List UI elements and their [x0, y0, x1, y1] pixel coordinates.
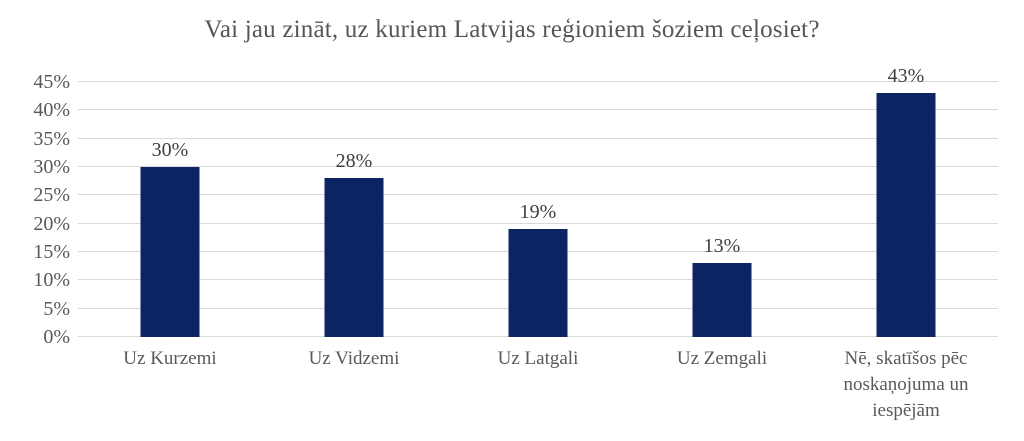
bar: [876, 93, 936, 337]
chart-title: Vai jau zināt, uz kuriem Latvijas reģion…: [204, 16, 820, 43]
gridline: [78, 109, 998, 111]
x-category-label: Uz Vidzemi: [308, 348, 400, 369]
x-category-label: Uz Kurzemi: [123, 348, 217, 369]
y-tick-label: 5%: [43, 297, 70, 320]
bar-slot: 30%: [78, 82, 262, 337]
y-tick-label: 15%: [33, 241, 70, 263]
y-tick-label: 0%: [43, 326, 70, 348]
bar: [140, 167, 200, 337]
y-tick-label: 30%: [33, 156, 70, 178]
bar-value-label: 13%: [703, 235, 741, 258]
bar-value-label: 30%: [151, 139, 189, 162]
y-axis: 0% 5% 10% 15% 20% 25% 30% 35% 40% 45%: [0, 72, 70, 347]
y-tick-label: 35%: [33, 127, 70, 150]
bar: [324, 178, 384, 337]
gridline: [78, 137, 998, 139]
x-category-label: Uz Latgali: [497, 348, 579, 369]
bar-slot: 43%: [814, 66, 998, 337]
x-category-label: Uz Zemgali: [676, 348, 768, 369]
bar-slot: 28%: [262, 82, 446, 337]
bar: [508, 229, 568, 337]
gridline: [78, 222, 998, 224]
bar-slot: 13%: [630, 82, 814, 337]
x-axis: Uz Kurzemi Uz Vidzemi Uz Latgali Uz Zemgali…: [78, 346, 998, 424]
y-tick-label: 25%: [33, 184, 70, 207]
plot-area: 30% 28% 19% 13% 43%: [78, 66, 998, 337]
y-tick-label: 10%: [33, 269, 70, 292]
gridline: [78, 166, 998, 167]
y-tick-label: 45%: [33, 71, 70, 93]
bar-value-label: 28%: [335, 150, 373, 173]
bar-slot: 19%: [446, 82, 630, 337]
y-tick-label: 40%: [33, 99, 70, 122]
y-tick-label: 20%: [33, 212, 70, 235]
bar-value-label: 43%: [887, 65, 925, 88]
bar: [692, 263, 752, 337]
bars: 30% 28% 19% 13% 43%: [78, 66, 998, 337]
x-category-label: Nē, skatīšos pēc noskaņojuma un iespējām: [843, 348, 969, 421]
bar-value-label: 19%: [519, 201, 557, 224]
gridline: [78, 194, 998, 196]
gridline: [78, 81, 998, 82]
